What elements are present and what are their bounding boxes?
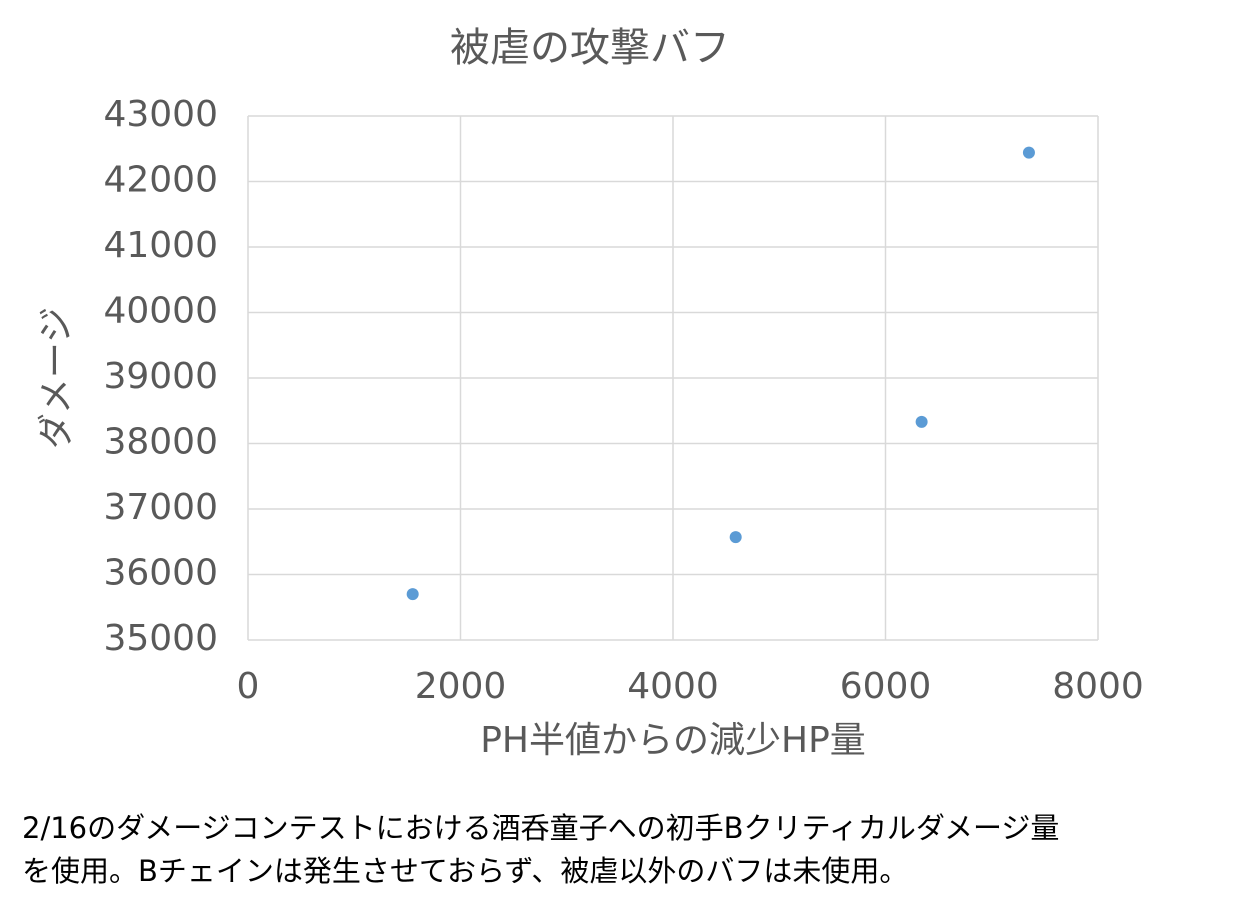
y-tick-label: 43000	[103, 94, 218, 135]
x-tick-label: 2000	[415, 666, 507, 707]
chart-title: 被虐の攻撃バフ	[450, 25, 730, 71]
x-tick-label: 8000	[1052, 666, 1144, 707]
point	[406, 588, 419, 601]
y-tick-label: 38000	[103, 422, 218, 463]
x-tick-label: 4000	[627, 666, 719, 707]
caption-line: 2/16のダメージコンテストにおける酒呑童子への初手Bクリティカルダメージ量	[22, 811, 1059, 845]
y-tick-label: 36000	[103, 553, 218, 594]
point	[915, 415, 928, 428]
y-axis-label: ダメージ	[36, 307, 77, 449]
point	[1022, 146, 1035, 159]
y-tick-label: 41000	[103, 225, 218, 266]
y-tick-label: 42000	[103, 160, 218, 201]
x-tick-label: 0	[237, 666, 260, 707]
point	[729, 531, 742, 544]
caption-line: を使用。Bチェインは発生させておらず、被虐以外のバフは未使用。	[22, 854, 908, 888]
y-tick-label: 40000	[103, 291, 218, 332]
x-axis-label: PH半値からの減少HP量	[480, 720, 866, 761]
y-tick-label: 39000	[103, 356, 218, 397]
x-tick-label: 6000	[840, 666, 932, 707]
y-tick-label: 35000	[103, 618, 218, 659]
y-tick-label: 37000	[103, 487, 218, 528]
